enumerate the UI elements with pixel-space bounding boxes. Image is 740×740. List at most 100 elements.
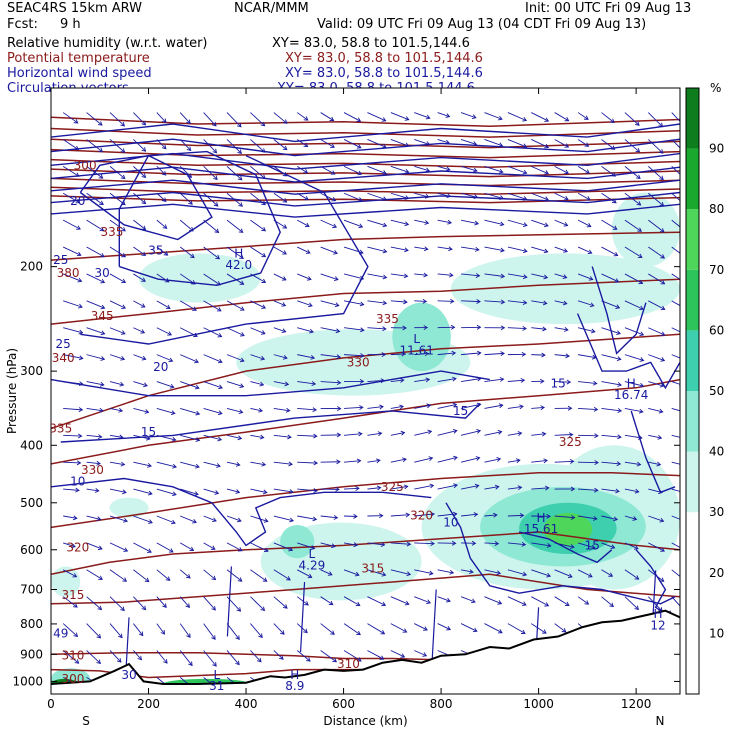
wind-vector xyxy=(203,300,222,312)
wind-vector xyxy=(624,219,642,232)
wind-vector xyxy=(554,596,570,606)
wind-vector xyxy=(484,484,500,490)
wind-vector xyxy=(250,569,268,582)
terrain-fill xyxy=(51,610,680,694)
rh-shade-0 xyxy=(138,253,261,303)
wind-vector xyxy=(437,139,450,145)
wind-vector xyxy=(648,434,663,440)
wind-vector xyxy=(367,326,387,332)
wind-vector xyxy=(437,428,458,436)
rh-shade-2 xyxy=(450,253,680,325)
field-rh-name: Relative humidity (w.r.t. water) xyxy=(7,36,208,51)
wind-vector xyxy=(531,219,549,228)
wind-vector xyxy=(273,434,292,440)
y-tick-label: 900 xyxy=(20,647,43,661)
wind-vector xyxy=(109,192,126,206)
theta-contour-0 xyxy=(51,531,680,576)
wind-vector xyxy=(460,429,482,436)
wind-vector xyxy=(624,112,640,126)
wind-vector xyxy=(273,112,288,124)
wind-vector xyxy=(624,327,645,337)
wind-vector xyxy=(343,139,362,149)
wind-vector xyxy=(390,299,408,305)
wind-vector xyxy=(250,327,266,335)
wind-vector xyxy=(648,407,664,414)
wind-vector xyxy=(507,192,528,201)
wind-vector xyxy=(273,246,287,255)
wind-vector xyxy=(484,112,503,121)
colorbar-tick-label: 20 xyxy=(709,566,724,580)
wind-vector xyxy=(109,166,126,180)
wind-vector xyxy=(367,404,384,410)
colorbar-swatch xyxy=(686,148,699,210)
wind-vector xyxy=(601,192,617,204)
wind-vector xyxy=(133,542,152,553)
wind-vector xyxy=(203,542,216,550)
wind-vector xyxy=(437,324,456,330)
wind-vector xyxy=(156,596,167,608)
wind-vector xyxy=(648,542,665,552)
wind-vector xyxy=(179,166,193,178)
wind-vector xyxy=(507,513,525,518)
wind-vector xyxy=(344,353,365,359)
extremum-marker: L xyxy=(413,332,420,346)
wind-vector xyxy=(250,219,267,232)
wind-vector xyxy=(578,515,598,521)
wind-vector xyxy=(390,246,409,253)
wind-vector xyxy=(577,246,593,255)
y-tick-label: 800 xyxy=(20,617,43,631)
wind-vector xyxy=(414,139,431,146)
theta-label: 300 xyxy=(74,158,97,172)
theta-label: 335 xyxy=(49,422,72,436)
wind-vector xyxy=(250,407,264,413)
wind-vector xyxy=(273,354,288,360)
wind-vector xyxy=(133,650,142,661)
wind-vector xyxy=(226,407,244,415)
theta-contour-4 xyxy=(51,278,680,325)
wind-vector xyxy=(390,541,412,547)
wind-vector xyxy=(578,460,599,466)
wind-vector xyxy=(671,542,680,549)
wind-vector xyxy=(63,381,84,387)
wind-vector xyxy=(390,325,407,331)
speed-contour-17 xyxy=(51,191,680,207)
wind-vector xyxy=(343,650,362,662)
wind-vector xyxy=(390,596,410,606)
wind-vector xyxy=(390,273,409,279)
wind-vector xyxy=(109,300,126,309)
wind-vector xyxy=(390,377,405,383)
wind-vector xyxy=(203,273,221,286)
wind-vector xyxy=(320,139,335,148)
north-label: N xyxy=(656,714,665,728)
wind-vector xyxy=(531,246,549,254)
extremum-value: 11.61 xyxy=(400,344,434,358)
wind-vector xyxy=(390,569,412,577)
wind-vector xyxy=(297,381,317,386)
wind-vector xyxy=(554,569,573,578)
wind-vector xyxy=(203,623,216,640)
wind-vector xyxy=(648,219,665,233)
organization: NCAR/MMM xyxy=(234,1,309,16)
wind-vector xyxy=(531,542,552,548)
wind-vector xyxy=(320,219,338,229)
wind-vector xyxy=(601,461,622,467)
wind-vector xyxy=(367,569,387,577)
wind-vector xyxy=(554,273,568,279)
wind-vector xyxy=(484,351,505,357)
wind-vector xyxy=(250,112,266,127)
wind-vector xyxy=(226,623,240,640)
wind-vector xyxy=(647,139,664,154)
wind-vector xyxy=(250,650,262,663)
wind-vector xyxy=(296,596,309,606)
wind-vector xyxy=(531,431,547,437)
wind-vector xyxy=(133,112,147,126)
wind-vector xyxy=(578,433,599,439)
wind-vector xyxy=(367,112,387,122)
theta-label: 310 xyxy=(61,649,84,663)
wind-vector xyxy=(273,139,288,151)
wind-vector xyxy=(648,354,666,362)
wind-vector xyxy=(648,461,662,467)
wind-vector xyxy=(531,513,551,519)
wind-vector xyxy=(461,512,479,517)
wind-vector xyxy=(180,407,201,416)
